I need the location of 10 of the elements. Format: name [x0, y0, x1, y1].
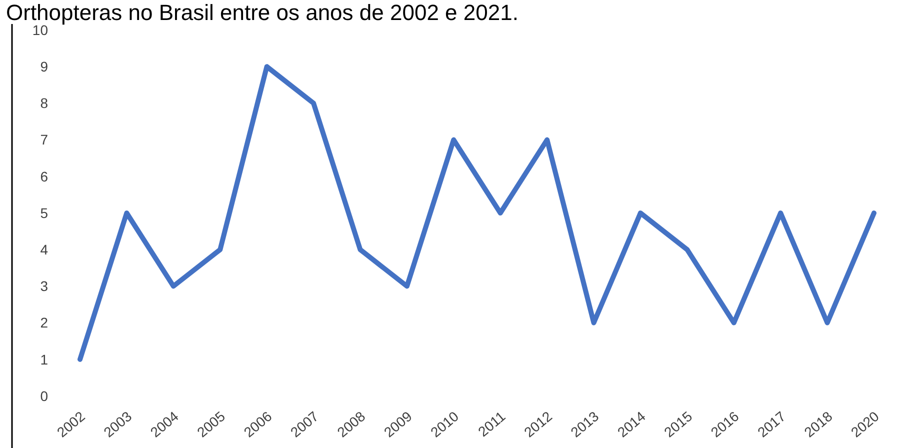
y-tick-label: 3: [40, 278, 48, 294]
y-tick-label: 9: [40, 58, 48, 74]
y-tick-label: 5: [40, 204, 48, 221]
y-tick-label: 8: [40, 95, 48, 112]
y-tick-label: 2: [40, 314, 48, 331]
y-tick-label: 1: [40, 351, 48, 368]
y-tick-label: 6: [40, 168, 48, 184]
y-tick-label: 0: [40, 388, 48, 404]
y-tick-label: 7: [40, 132, 48, 148]
y-tick-label: 4: [40, 242, 48, 258]
